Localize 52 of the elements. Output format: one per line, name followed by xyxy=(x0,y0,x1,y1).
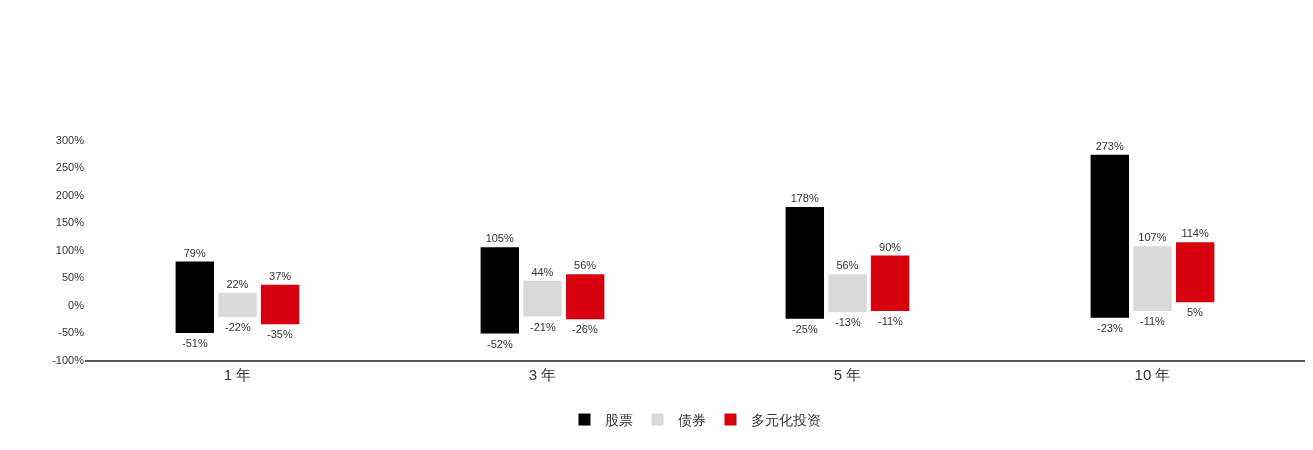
bar xyxy=(218,292,257,318)
x-tick-label: 5 年 xyxy=(833,366,862,383)
bar xyxy=(828,274,867,313)
bar xyxy=(260,284,300,325)
annotation: -11% xyxy=(878,315,904,327)
annotation: -23% xyxy=(1097,322,1123,334)
data-label: 90% xyxy=(879,240,902,253)
bar xyxy=(1133,246,1172,312)
bar xyxy=(785,207,825,319)
legend-label: 股票 xyxy=(604,412,633,429)
annotation: -11% xyxy=(1140,315,1166,327)
data-label: 178% xyxy=(790,192,819,205)
data-label: 56% xyxy=(836,259,859,272)
data-label: 107% xyxy=(1138,231,1167,244)
annotation: -52% xyxy=(487,338,513,350)
y-tick-label: 200% xyxy=(55,188,85,201)
data-label: 56% xyxy=(574,259,597,272)
bar xyxy=(870,255,910,312)
legend-label: 多元化投资 xyxy=(750,412,821,429)
bar xyxy=(1175,242,1215,303)
annotation: -21% xyxy=(530,321,556,333)
data-label: 105% xyxy=(485,232,514,245)
data-label: 22% xyxy=(226,277,249,290)
bar xyxy=(1090,154,1130,318)
y-tick-label: 100% xyxy=(55,243,85,256)
y-tick-label: 0% xyxy=(68,298,85,311)
y-tick-label: 50% xyxy=(61,271,85,284)
data-label: 79% xyxy=(183,246,206,259)
x-tick-label: 3 年 xyxy=(528,366,557,383)
bar xyxy=(565,274,605,320)
x-tick-label: 10 年 xyxy=(1134,366,1171,383)
y-tick-label: 300% xyxy=(55,133,85,146)
y-tick-label: -50% xyxy=(58,326,85,339)
x-tick-label: 1 年 xyxy=(223,366,252,383)
bar xyxy=(480,247,520,334)
data-label: 114% xyxy=(1181,227,1209,240)
annotation: -25% xyxy=(792,323,818,335)
y-tick-label: 250% xyxy=(55,161,85,174)
bar xyxy=(175,261,215,334)
y-tick-label: 150% xyxy=(55,216,85,229)
annotation: -35% xyxy=(267,328,293,340)
annotation: -26% xyxy=(572,323,598,335)
annotation: 5% xyxy=(1187,306,1204,318)
annotation: -51% xyxy=(182,337,208,349)
bar xyxy=(523,280,562,317)
y-tick-label: -100% xyxy=(52,353,85,366)
legend-label: 债券 xyxy=(677,412,706,429)
data-label: 37% xyxy=(269,269,292,282)
data-label: 44% xyxy=(531,265,554,278)
annotation: -22% xyxy=(225,321,251,333)
data-label: 273% xyxy=(1095,139,1124,152)
annotation: -13% xyxy=(835,316,861,328)
